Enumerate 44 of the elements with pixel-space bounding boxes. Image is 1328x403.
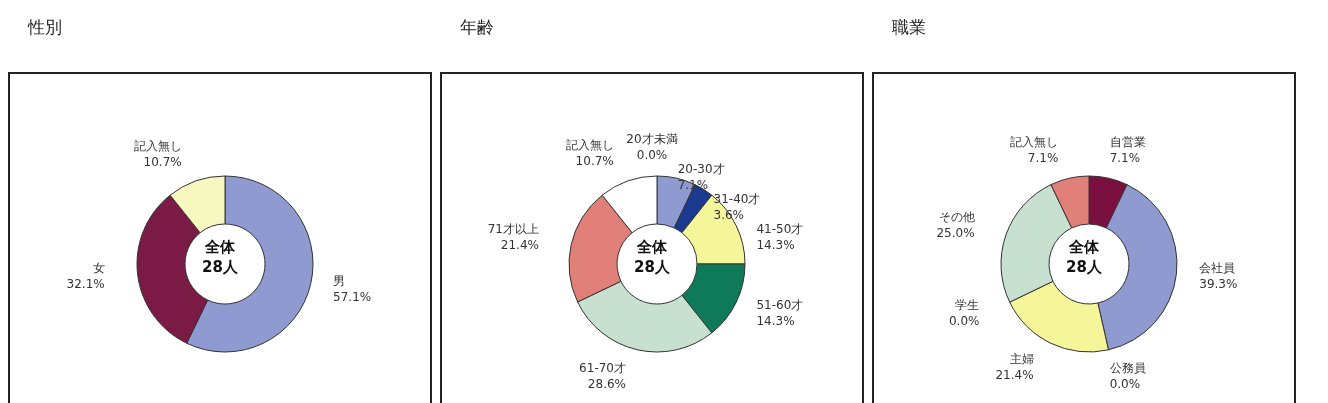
slice-label: 記入無し [133, 138, 182, 153]
data-label: 7.1% [1027, 150, 1059, 165]
data-label: 7.1% [1109, 150, 1141, 165]
slice-label: その他 [938, 209, 975, 224]
data-label: 3.6% [713, 208, 745, 222]
data-label: 14.3% [756, 238, 795, 252]
data-label: 57.1% [333, 289, 372, 304]
chart-title: 職業 [891, 16, 927, 39]
category-label: 公務員 [1109, 361, 1146, 376]
slice-label: 41-50才 [756, 222, 804, 236]
slice-label: 自営業 [1109, 134, 1146, 149]
text: 0.0% [948, 314, 980, 329]
data-label: 21.4% [995, 368, 1034, 383]
text: 全体 [1068, 237, 1100, 257]
slice-label: 51-60才 [756, 298, 804, 313]
category-label: 20才未満 [626, 132, 678, 146]
slice-label: 主婦 [1009, 352, 1034, 367]
slice-label: 男 [333, 273, 346, 288]
text: 全体 [204, 237, 236, 257]
slice-label: 会社員 [1199, 260, 1236, 275]
data-label: 32.1% [66, 276, 105, 291]
text: 28人 [633, 257, 671, 277]
data-label: 25.0% [936, 225, 975, 240]
data-label: 14.3% [756, 314, 795, 329]
text: 全体 [636, 237, 668, 257]
data-label: 39.3% [1199, 276, 1238, 291]
text: 0.0% [636, 148, 668, 162]
slice-label: 20-30才 [677, 162, 725, 176]
slice-label: 記入無し [1010, 134, 1059, 149]
chart-title: 性別 [26, 16, 63, 39]
text: 0.0% [1109, 377, 1141, 392]
category-label: 学生 [955, 298, 980, 313]
slice-label: 記入無し [565, 138, 614, 153]
slice-label: 31-40才 [713, 192, 761, 206]
data-label: 10.7% [143, 154, 182, 169]
text: 28人 [1065, 257, 1103, 277]
data-label: 10.7% [575, 154, 614, 169]
data-label: 21.4% [500, 237, 539, 252]
slice-label: 71才以上 [487, 221, 539, 236]
slice-label: 61-70才 [579, 361, 626, 376]
chart-title: 年齢 [459, 16, 495, 39]
slice-label: 女 [92, 260, 105, 275]
data-label: 28.6% [587, 377, 626, 392]
text: 28人 [201, 257, 239, 277]
